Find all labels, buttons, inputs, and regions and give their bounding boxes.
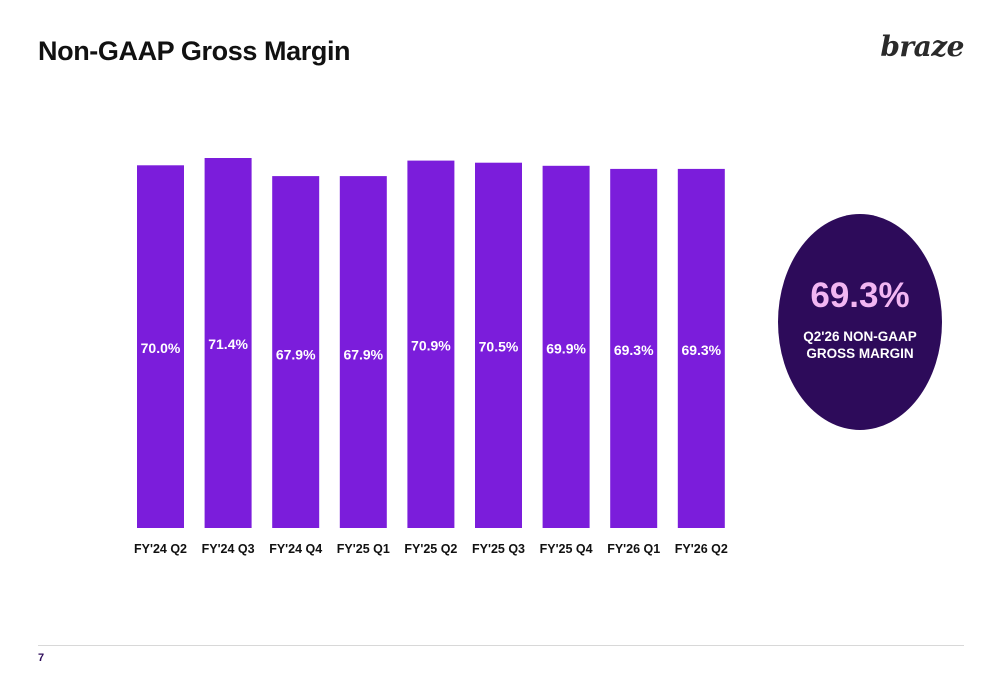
bar-value-label: 69.3% xyxy=(614,342,654,358)
bar-2 xyxy=(204,158,252,528)
bar-value-label: 69.3% xyxy=(681,342,721,358)
x-tick-label: FY'25 Q3 xyxy=(472,542,525,556)
x-tick-label: FY'24 Q3 xyxy=(202,542,255,556)
footer-divider xyxy=(38,645,964,646)
bar-value-label: 70.9% xyxy=(411,337,451,353)
bar-6 xyxy=(475,162,522,528)
x-tick-label: FY'25 Q2 xyxy=(404,542,457,556)
callout-caption: Q2'26 NON-GAAP GROSS MARGIN xyxy=(803,329,917,361)
bar-9 xyxy=(677,168,725,528)
bar-3 xyxy=(272,176,320,528)
bar-value-label: 70.5% xyxy=(479,339,519,355)
x-tick-label: FY'24 Q2 xyxy=(134,542,187,556)
bar-7 xyxy=(542,165,590,529)
x-tick-label: FY'26 Q1 xyxy=(607,542,660,556)
bar-5 xyxy=(407,160,455,528)
bar-value-label: 67.9% xyxy=(343,346,383,362)
bar-4 xyxy=(339,176,387,528)
braze-logo: braze xyxy=(880,30,964,63)
page-number: 7 xyxy=(38,652,45,664)
x-tick-label: FY'25 Q1 xyxy=(337,542,390,556)
bar-8 xyxy=(610,168,658,528)
bar-value-label: 69.9% xyxy=(546,340,586,356)
current-quarter-callout: 69.3% Q2'26 NON-GAAP GROSS MARGIN xyxy=(778,214,942,430)
slide-title: Non-GAAP Gross Margin xyxy=(38,36,351,66)
bar-value-label: 71.4% xyxy=(208,336,248,352)
x-tick-label: FY'25 Q4 xyxy=(540,542,593,556)
x-tick-label: FY'24 Q4 xyxy=(269,542,322,556)
bar-value-label: 70.0% xyxy=(141,340,181,356)
bar-1 xyxy=(137,165,184,529)
callout-value: 69.3% xyxy=(810,276,910,315)
bar-value-label: 67.9% xyxy=(276,346,316,362)
gross-margin-bar-chart: 70.0% FY'24 Q2 71.4% FY'24 Q3 67.9% FY'24 Q4 6… xyxy=(134,158,728,556)
x-tick-label: FY'26 Q2 xyxy=(675,542,728,556)
